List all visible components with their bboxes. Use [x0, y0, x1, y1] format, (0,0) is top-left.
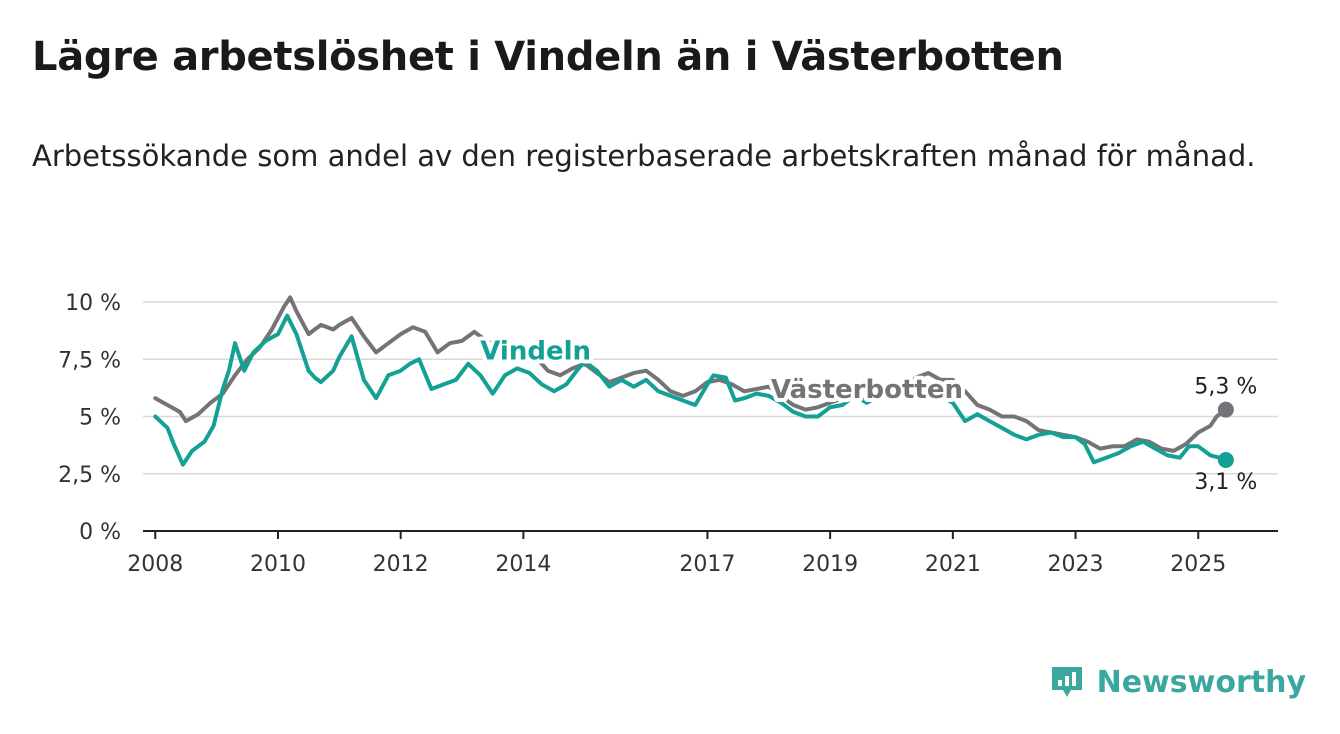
end-markers: 5,3 % 3,1 %	[1194, 375, 1257, 495]
y-tick-label: 7,5 %	[58, 348, 121, 373]
y-axis-ticks: 0 % 2,5 % 5 % 7,5 % 10 %	[58, 291, 121, 545]
x-tick-label: 2008	[127, 552, 183, 577]
x-tick-label: 2019	[802, 552, 858, 577]
page-title: Lägre arbetslöshet i Vindeln än i Väster…	[32, 34, 1064, 80]
series-label-vindeln: Vindeln	[480, 336, 591, 366]
x-tick-label: 2023	[1048, 552, 1104, 577]
x-tick-label: 2025	[1170, 552, 1226, 577]
series-label-vasterbotten: Västerbotten	[771, 375, 963, 405]
series-labels: Vindeln Västerbotten	[476, 332, 967, 409]
y-tick-label: 10 %	[65, 291, 121, 316]
series-line-vasterbotten	[153, 295, 1228, 453]
x-tick-label: 2021	[925, 552, 981, 577]
y-tick-label: 0 %	[79, 520, 121, 545]
end-marker	[1217, 452, 1234, 469]
x-tick-label: 2017	[679, 552, 735, 577]
brand-name: Newsworthy	[1096, 664, 1306, 700]
page-subtitle: Arbetssökande som andel av den registerb…	[32, 139, 1256, 173]
x-tick-label: 2014	[495, 552, 551, 577]
end-value-label: 5,3 %	[1194, 375, 1257, 400]
x-tick-label: 2010	[250, 552, 306, 577]
series-lines	[153, 295, 1228, 467]
brand-logo: Newsworthy	[1049, 664, 1306, 700]
grid-lines	[143, 301, 1278, 532]
y-tick-label: 2,5 %	[58, 463, 121, 488]
series-line-vindeln	[153, 313, 1228, 467]
x-axis-ticks: 2008 2010 2012 2014 2017 2019 2021 2023 2025	[127, 531, 1226, 577]
end-value-label: 3,1 %	[1194, 470, 1257, 495]
y-tick-label: 5 %	[79, 406, 121, 431]
end-marker	[1217, 401, 1234, 418]
bar-chart-icon	[1051, 667, 1082, 697]
x-tick-label: 2012	[373, 552, 429, 577]
